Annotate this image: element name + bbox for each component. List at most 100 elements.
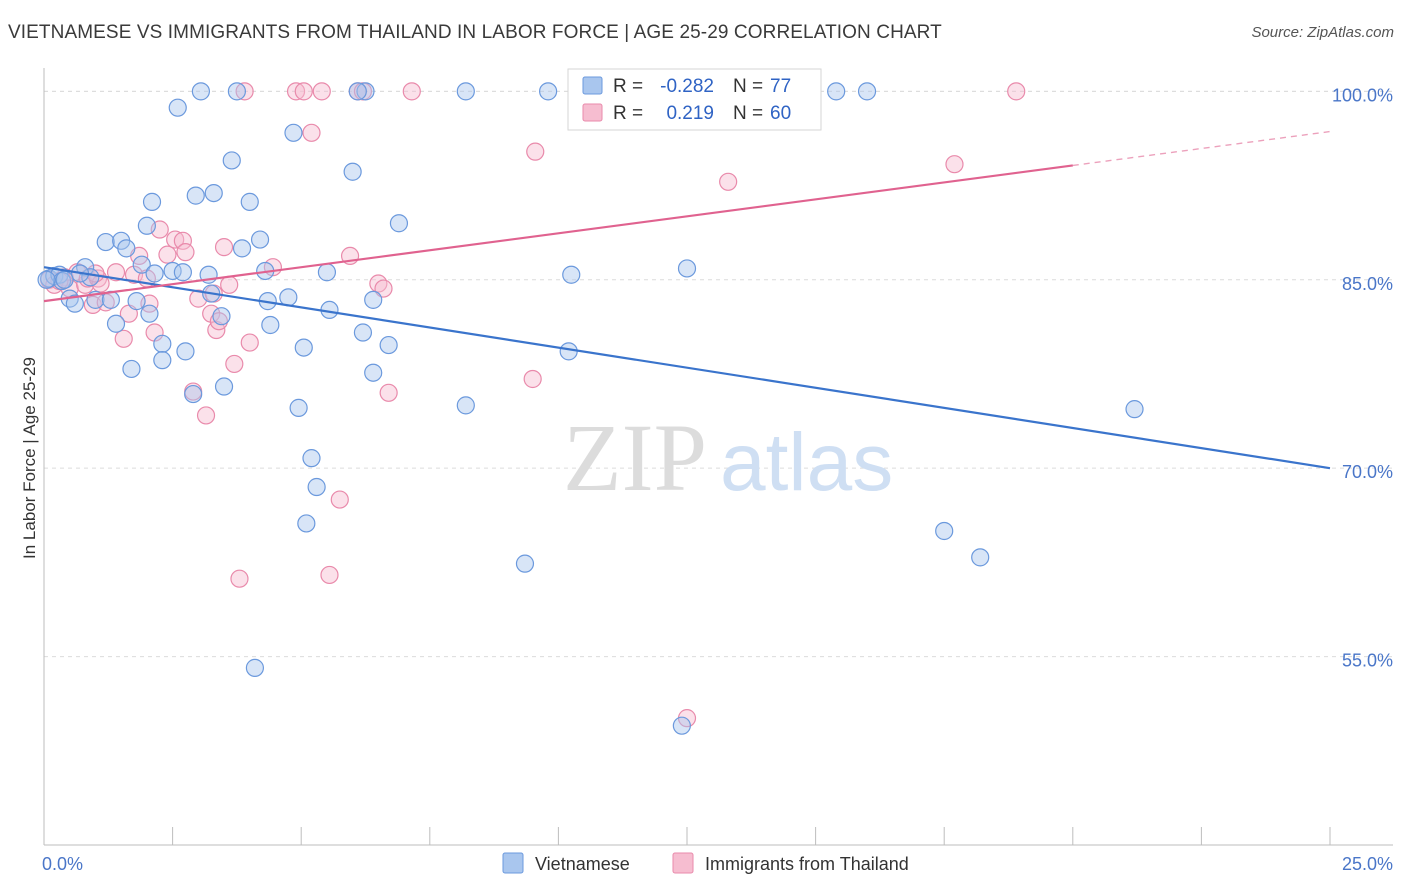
axes	[43, 68, 1393, 846]
gridlines	[44, 90, 1393, 658]
point-thailand	[166, 230, 185, 249]
point-thailand	[719, 172, 738, 191]
point-thailand	[526, 142, 545, 161]
point-vietnamese	[222, 151, 241, 170]
point-vietnamese	[827, 82, 846, 101]
stats-n-value-1: 77	[770, 76, 791, 97]
point-vietnamese	[140, 304, 159, 323]
point-thailand	[402, 82, 421, 101]
trend-lines	[43, 130, 1331, 470]
point-vietnamese	[294, 338, 313, 357]
point-vietnamese	[356, 82, 375, 101]
point-thailand	[158, 245, 177, 264]
point-vietnamese	[240, 192, 259, 211]
point-vietnamese	[672, 716, 691, 735]
stats-r-value-2: 0.219	[666, 103, 714, 124]
point-vietnamese	[212, 307, 231, 326]
point-thailand	[320, 565, 339, 585]
y-axis-title: In Labor Force | Age 25-29	[20, 357, 39, 559]
point-vietnamese	[245, 658, 265, 677]
point-thailand	[369, 274, 388, 293]
stats-r-label-1: R =	[613, 76, 643, 97]
point-thailand	[209, 312, 228, 331]
point-vietnamese	[65, 294, 84, 313]
point-vietnamese	[142, 192, 162, 211]
point-thailand	[225, 354, 244, 374]
point-vietnamese	[37, 270, 56, 289]
point-vietnamese	[176, 342, 195, 361]
point-vietnamese	[137, 216, 156, 235]
legend: Vietnamese Immigrants from Thailand	[502, 852, 909, 874]
point-thailand	[523, 369, 542, 389]
point-vietnamese	[289, 398, 308, 417]
stats-box-frame	[567, 68, 822, 131]
point-vietnamese	[539, 82, 558, 101]
point-vietnamese	[55, 270, 74, 289]
point-thailand	[302, 123, 321, 142]
point-thailand	[196, 406, 216, 425]
y-tick-label: 70.0%	[1342, 462, 1393, 482]
source-note: Source: ZipAtlas.com	[1251, 24, 1394, 41]
legend-label-vietnamese: Vietnamese	[535, 854, 630, 874]
point-thailand	[312, 82, 331, 101]
point-vietnamese	[122, 359, 141, 379]
series-thailand-points	[40, 82, 1026, 728]
y-tick-label: 55.0%	[1342, 651, 1393, 671]
point-vietnamese	[515, 554, 535, 573]
point-thailand	[114, 329, 133, 348]
point-vietnamese	[191, 82, 210, 101]
x-tick-label-min: 0.0%	[42, 854, 83, 874]
point-vietnamese	[456, 396, 475, 415]
point-vietnamese	[173, 263, 192, 282]
point-vietnamese	[153, 334, 172, 353]
stats-swatch-blue	[582, 76, 603, 95]
point-vietnamese	[145, 264, 164, 283]
point-thailand	[235, 82, 254, 101]
point-vietnamese	[186, 186, 205, 205]
trend-line-thailand	[43, 164, 1073, 303]
point-vietnamese	[364, 290, 383, 309]
point-vietnamese	[364, 363, 383, 382]
point-vietnamese	[456, 82, 475, 101]
point-thailand	[379, 383, 398, 402]
y-tick-label: 85.0%	[1342, 274, 1393, 294]
point-thailand	[294, 82, 313, 101]
point-vietnamese	[279, 288, 298, 307]
stats-r-value-1: -0.282	[660, 76, 714, 97]
watermark-zip: ZIP	[563, 404, 707, 511]
point-thailand	[374, 279, 393, 298]
point-vietnamese	[857, 82, 877, 101]
legend-swatch-thailand	[672, 852, 694, 874]
point-vietnamese	[117, 239, 136, 258]
point-vietnamese	[348, 82, 367, 101]
point-vietnamese	[297, 514, 316, 533]
point-vietnamese	[250, 230, 270, 249]
point-vietnamese	[1125, 400, 1144, 419]
point-vietnamese	[562, 265, 581, 284]
point-vietnamese	[106, 314, 126, 333]
point-vietnamese	[935, 521, 954, 541]
point-vietnamese	[677, 259, 697, 278]
point-vietnamese	[343, 162, 362, 181]
trend-line-vietnamese	[43, 266, 1331, 470]
point-vietnamese	[353, 323, 373, 342]
point-vietnamese	[302, 449, 321, 468]
point-vietnamese	[96, 232, 115, 252]
trend-line-thailand-extension	[1072, 130, 1331, 167]
series-vietnamese-points	[37, 82, 1144, 735]
point-vietnamese	[379, 335, 398, 355]
stats-n-label-1: N =	[733, 76, 763, 97]
point-vietnamese	[132, 255, 151, 274]
point-thailand	[330, 490, 349, 509]
point-vietnamese	[153, 351, 172, 370]
point-thailand	[176, 243, 195, 262]
watermark: ZIP atlas	[563, 404, 893, 511]
point-vietnamese	[214, 377, 234, 396]
point-vietnamese	[127, 292, 146, 311]
watermark-atlas: atlas	[720, 417, 893, 508]
point-vietnamese	[168, 98, 187, 117]
point-thailand	[106, 263, 126, 282]
point-thailand	[240, 333, 259, 352]
point-vietnamese	[284, 123, 303, 142]
point-thailand	[173, 231, 192, 250]
